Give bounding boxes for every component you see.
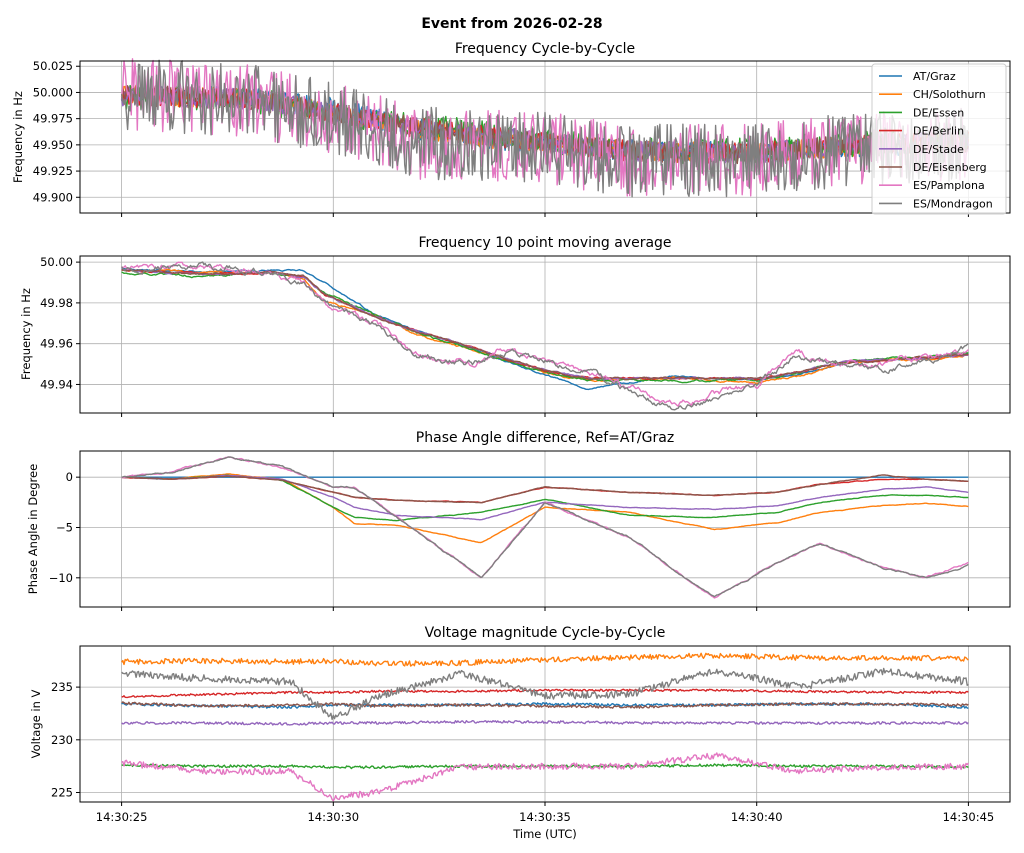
panel-voltage-magnitude: Voltage magnitude Cycle-by-Cycle 225 230 2… xyxy=(29,625,1011,824)
series-line-es-mondragon xyxy=(121,667,969,721)
legend-box xyxy=(871,63,1007,215)
panel-phase-angle: Phase Angle difference, Ref=AT/Graz −10 −… xyxy=(26,430,1011,611)
x-tick-label: 14:30:35 xyxy=(519,810,571,824)
series-line-ch-solothurn xyxy=(121,652,969,667)
y-tick-label: 49.925 xyxy=(33,164,73,178)
y-tick-label: −5 xyxy=(56,520,73,534)
legend-label-ch-solothurn: CH/Solothurn xyxy=(913,88,986,101)
y-tick-label: 49.975 xyxy=(33,112,73,126)
y-tick-label: 0 xyxy=(66,470,73,484)
y-tick-label: 50.000 xyxy=(33,85,73,99)
y-tick-label: 235 xyxy=(51,680,73,694)
x-tick-label: 14:30:45 xyxy=(943,810,995,824)
series-line-es-mondragon xyxy=(120,59,970,198)
legend-label-at-graz: AT/Graz xyxy=(913,70,956,83)
x-axis-label: Time (UTC) xyxy=(512,827,577,841)
y-axis-label: Voltage in V xyxy=(29,689,43,758)
panel-frequency-cycle: Frequency Cycle-by-Cycle 49.900 49.925 49.… xyxy=(11,41,1011,217)
legend-label-de-eisenberg: DE/Eisenberg xyxy=(913,161,987,174)
y-tick-label: 49.900 xyxy=(33,190,73,204)
y-tick-label: 225 xyxy=(51,786,73,800)
legend-label-de-berlin: DE/Berlin xyxy=(913,125,964,138)
y-tick-label: 50.00 xyxy=(40,255,73,269)
series-line-es-mondragon xyxy=(121,456,969,598)
series-line-de-eisenberg xyxy=(121,701,969,709)
y-tick-label: 49.96 xyxy=(40,337,73,351)
panel-title-voltage: Voltage magnitude Cycle-by-Cycle xyxy=(425,625,666,641)
panel-frequency-moving-average: Frequency 10 point moving average 49.94 4… xyxy=(19,235,1011,417)
y-tick-label: 49.94 xyxy=(40,377,73,391)
y-tick-label: 49.950 xyxy=(33,138,73,152)
y-tick-label: 230 xyxy=(51,733,73,747)
series-line-de-berlin xyxy=(121,688,969,699)
x-tick-label: 14:30:25 xyxy=(96,810,148,824)
legend-label-es-mondragon: ES/Mondragon xyxy=(913,197,993,210)
panel-title-moving-average: Frequency 10 point moving average xyxy=(418,235,671,251)
series-line-de-eisenberg xyxy=(121,474,969,504)
legend-label-de-stade: DE/Stade xyxy=(913,143,964,156)
y-tick-label: 50.025 xyxy=(33,59,73,73)
y-axis-label: Frequency in Hz xyxy=(11,91,25,183)
y-axis-label: Frequency in Hz xyxy=(19,288,33,380)
y-axis-label: Phase Angle in Degree xyxy=(26,464,40,594)
series-line-de-stade xyxy=(121,720,969,726)
figure-title: Event from 2026-02-28 xyxy=(421,16,602,32)
y-tick-label: 49.98 xyxy=(40,296,73,310)
panel-title-phase-angle: Phase Angle difference, Ref=AT/Graz xyxy=(416,430,674,446)
panel-title-frequency-cycle: Frequency Cycle-by-Cycle xyxy=(455,41,635,57)
series-line-de-eisenberg xyxy=(121,269,969,381)
legend: AT/Graz CH/Solothurn DE/Essen DE/Berlin DE/S… xyxy=(871,63,1007,215)
series-line-es-mondragon xyxy=(121,261,969,411)
legend-label-es-pamplona: ES/Pamplona xyxy=(913,179,985,192)
series-line-es-pamplona xyxy=(121,752,969,802)
y-tick-label: −10 xyxy=(49,571,73,585)
legend-label-de-essen: DE/Essen xyxy=(913,106,964,119)
x-tick-label: 14:30:30 xyxy=(307,810,359,824)
x-tick-label: 14:30:40 xyxy=(731,810,783,824)
